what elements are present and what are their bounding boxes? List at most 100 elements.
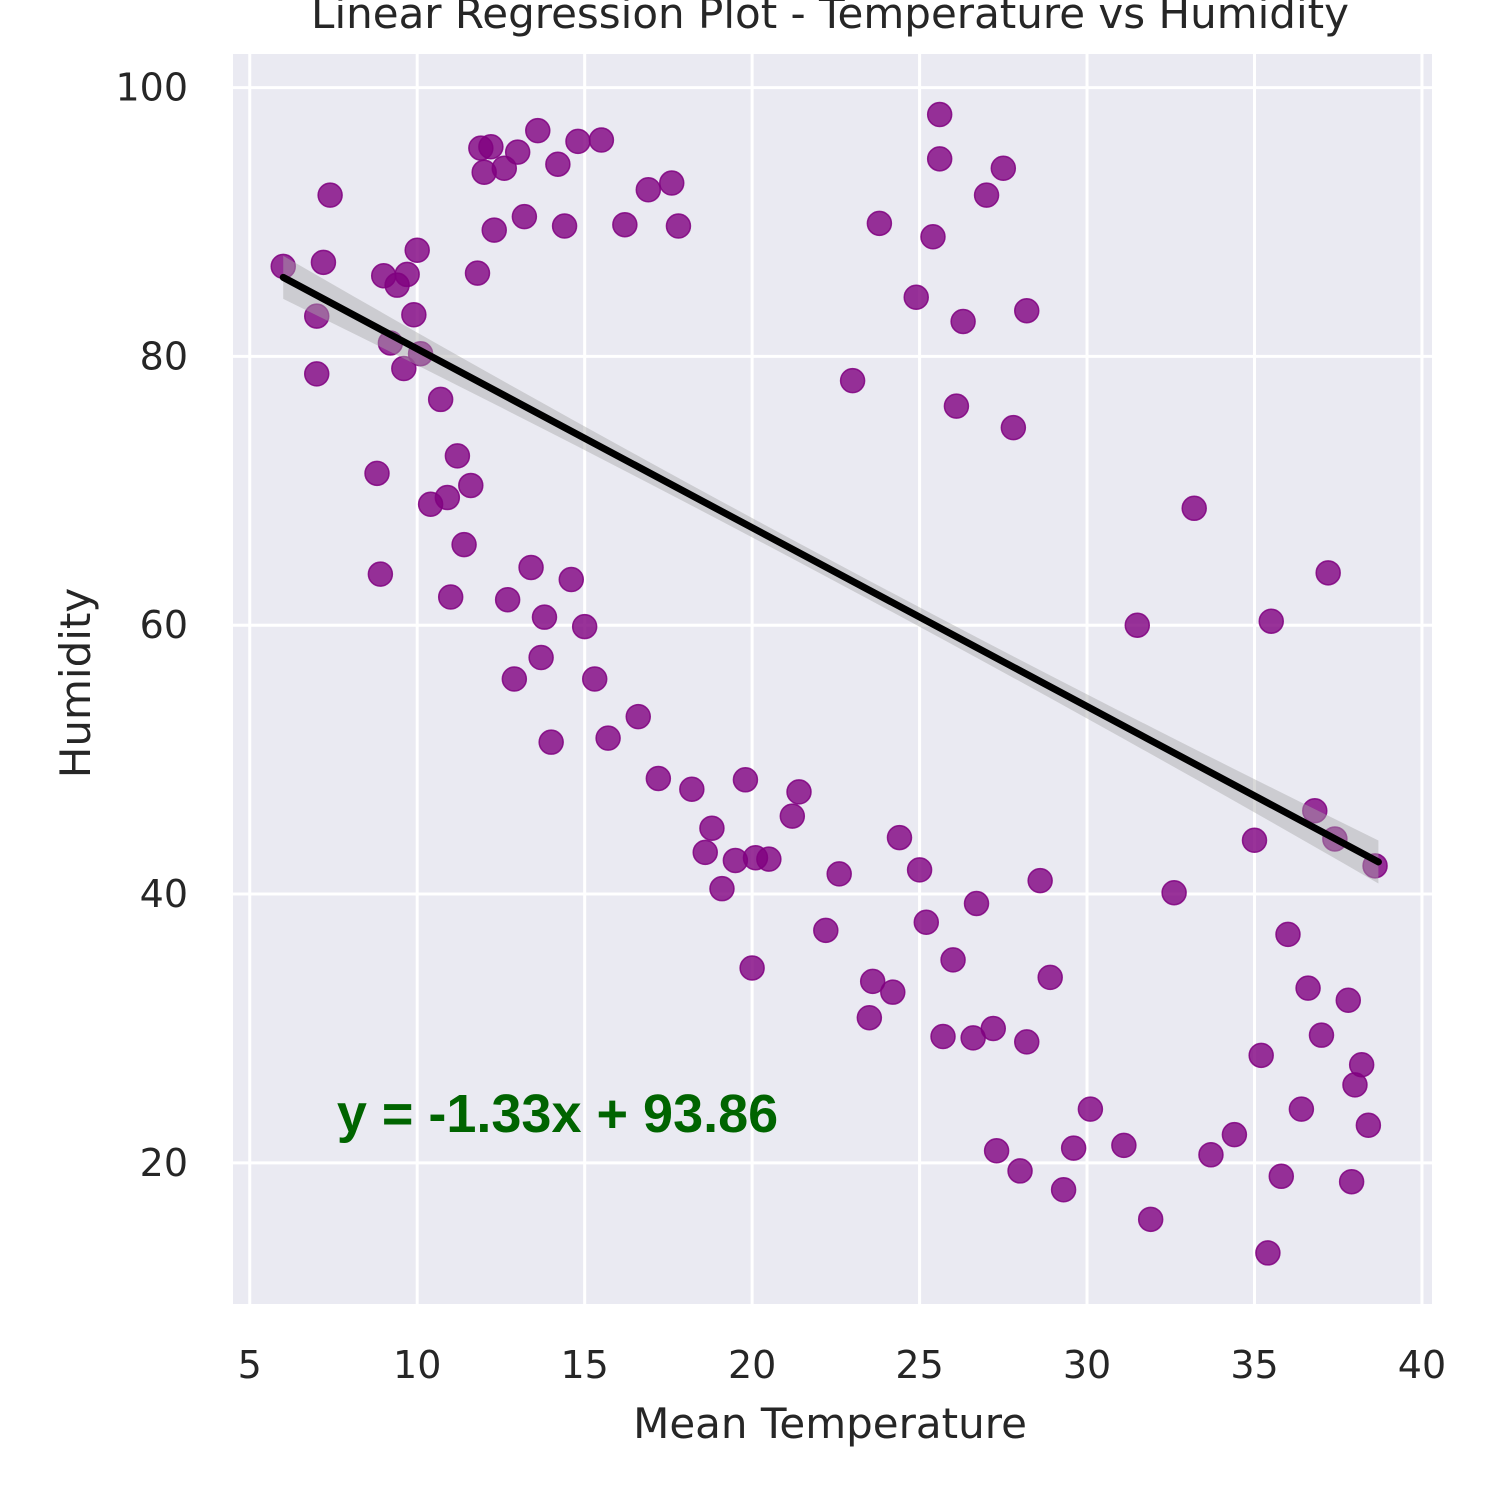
x-tick-label: 5	[238, 1343, 262, 1387]
y-tick-label: 40	[140, 872, 188, 916]
data-point	[943, 393, 970, 419]
data-point	[1248, 1042, 1274, 1069]
data-point	[1060, 1135, 1087, 1161]
data-point	[317, 182, 343, 208]
data-point	[930, 1023, 956, 1050]
data-point	[699, 815, 725, 841]
data-point	[303, 361, 330, 387]
data-point	[940, 947, 966, 973]
data-point	[494, 586, 521, 613]
data-point	[692, 839, 718, 866]
data-point	[779, 803, 806, 829]
x-tick-label: 25	[895, 1343, 943, 1387]
data-point	[565, 128, 591, 155]
data-point	[859, 968, 886, 995]
data-point	[1255, 1240, 1281, 1266]
data-point	[839, 367, 866, 394]
data-point	[1014, 297, 1040, 324]
plot-area	[233, 54, 1432, 1304]
data-point	[501, 666, 528, 692]
data-point	[464, 260, 491, 286]
data-point	[437, 584, 464, 610]
data-point	[880, 979, 906, 1005]
data-point	[427, 386, 454, 413]
x-tick-label: 15	[560, 1343, 608, 1387]
data-point	[310, 249, 337, 276]
y-tick-label: 100	[115, 66, 188, 110]
data-point	[303, 303, 330, 329]
data-point	[625, 703, 651, 730]
data-point	[545, 151, 571, 177]
plot-background	[233, 54, 1432, 1304]
data-point	[1308, 1022, 1335, 1048]
data-point	[913, 909, 940, 936]
data-point	[581, 666, 608, 692]
data-point	[458, 472, 484, 499]
data-point	[1221, 1121, 1248, 1148]
data-point	[1014, 1029, 1040, 1055]
data-point	[1268, 1163, 1295, 1190]
data-point	[665, 213, 692, 239]
data-point	[1111, 1132, 1137, 1159]
data-point	[756, 846, 782, 872]
regression-layer	[279, 255, 1382, 884]
data-point	[1181, 495, 1207, 522]
data-point	[1050, 1177, 1077, 1203]
data-point	[511, 203, 538, 230]
data-point	[856, 1004, 883, 1031]
data-point	[1007, 1158, 1033, 1184]
data-point	[1275, 921, 1301, 948]
data-point	[732, 767, 759, 793]
data-point	[886, 824, 913, 851]
data-point	[518, 554, 544, 581]
x-tick-label: 35	[1230, 1343, 1278, 1387]
x-axis-label: Mean Temperature	[633, 1399, 1027, 1448]
x-tick-label: 20	[728, 1343, 776, 1387]
data-point	[612, 211, 638, 238]
data-point	[367, 561, 394, 587]
data-point	[1288, 1096, 1315, 1122]
data-point	[926, 146, 953, 172]
data-point	[558, 566, 585, 593]
data-point	[391, 355, 417, 382]
data-point	[504, 139, 531, 165]
data-point	[404, 237, 430, 263]
data-point	[1335, 987, 1362, 1013]
data-point	[1315, 560, 1341, 586]
data-point	[1258, 608, 1284, 634]
data-point	[983, 1138, 1010, 1164]
data-point	[1037, 964, 1063, 991]
data-point	[635, 177, 662, 203]
data-point	[1295, 975, 1321, 1001]
data-point	[434, 484, 461, 511]
data-point	[950, 308, 976, 335]
data-point	[679, 776, 705, 802]
regression-line	[279, 273, 1382, 866]
data-point	[1161, 879, 1187, 906]
data-point	[973, 182, 1000, 208]
x-tick-label: 10	[393, 1343, 441, 1387]
data-point	[1198, 1142, 1224, 1168]
y-tick-label: 60	[140, 603, 188, 647]
x-tick-label: 40	[1398, 1343, 1446, 1387]
data-point	[963, 890, 990, 917]
data-point	[531, 604, 558, 630]
data-point	[1302, 797, 1328, 824]
data-point	[538, 729, 564, 755]
data-point	[571, 613, 598, 640]
data-point	[658, 170, 685, 196]
data-point	[478, 133, 504, 160]
data-point	[1027, 867, 1053, 894]
data-point	[786, 779, 812, 805]
data-point	[401, 302, 427, 328]
data-point	[645, 765, 672, 792]
data-point	[866, 210, 893, 237]
data-point	[551, 213, 578, 239]
data-point	[1338, 1168, 1365, 1195]
data-point	[1241, 827, 1268, 854]
data-point	[1355, 1112, 1382, 1138]
x-tick-label: 30	[1063, 1343, 1111, 1387]
data-point	[528, 644, 554, 671]
y-tick-label: 80	[140, 334, 188, 378]
